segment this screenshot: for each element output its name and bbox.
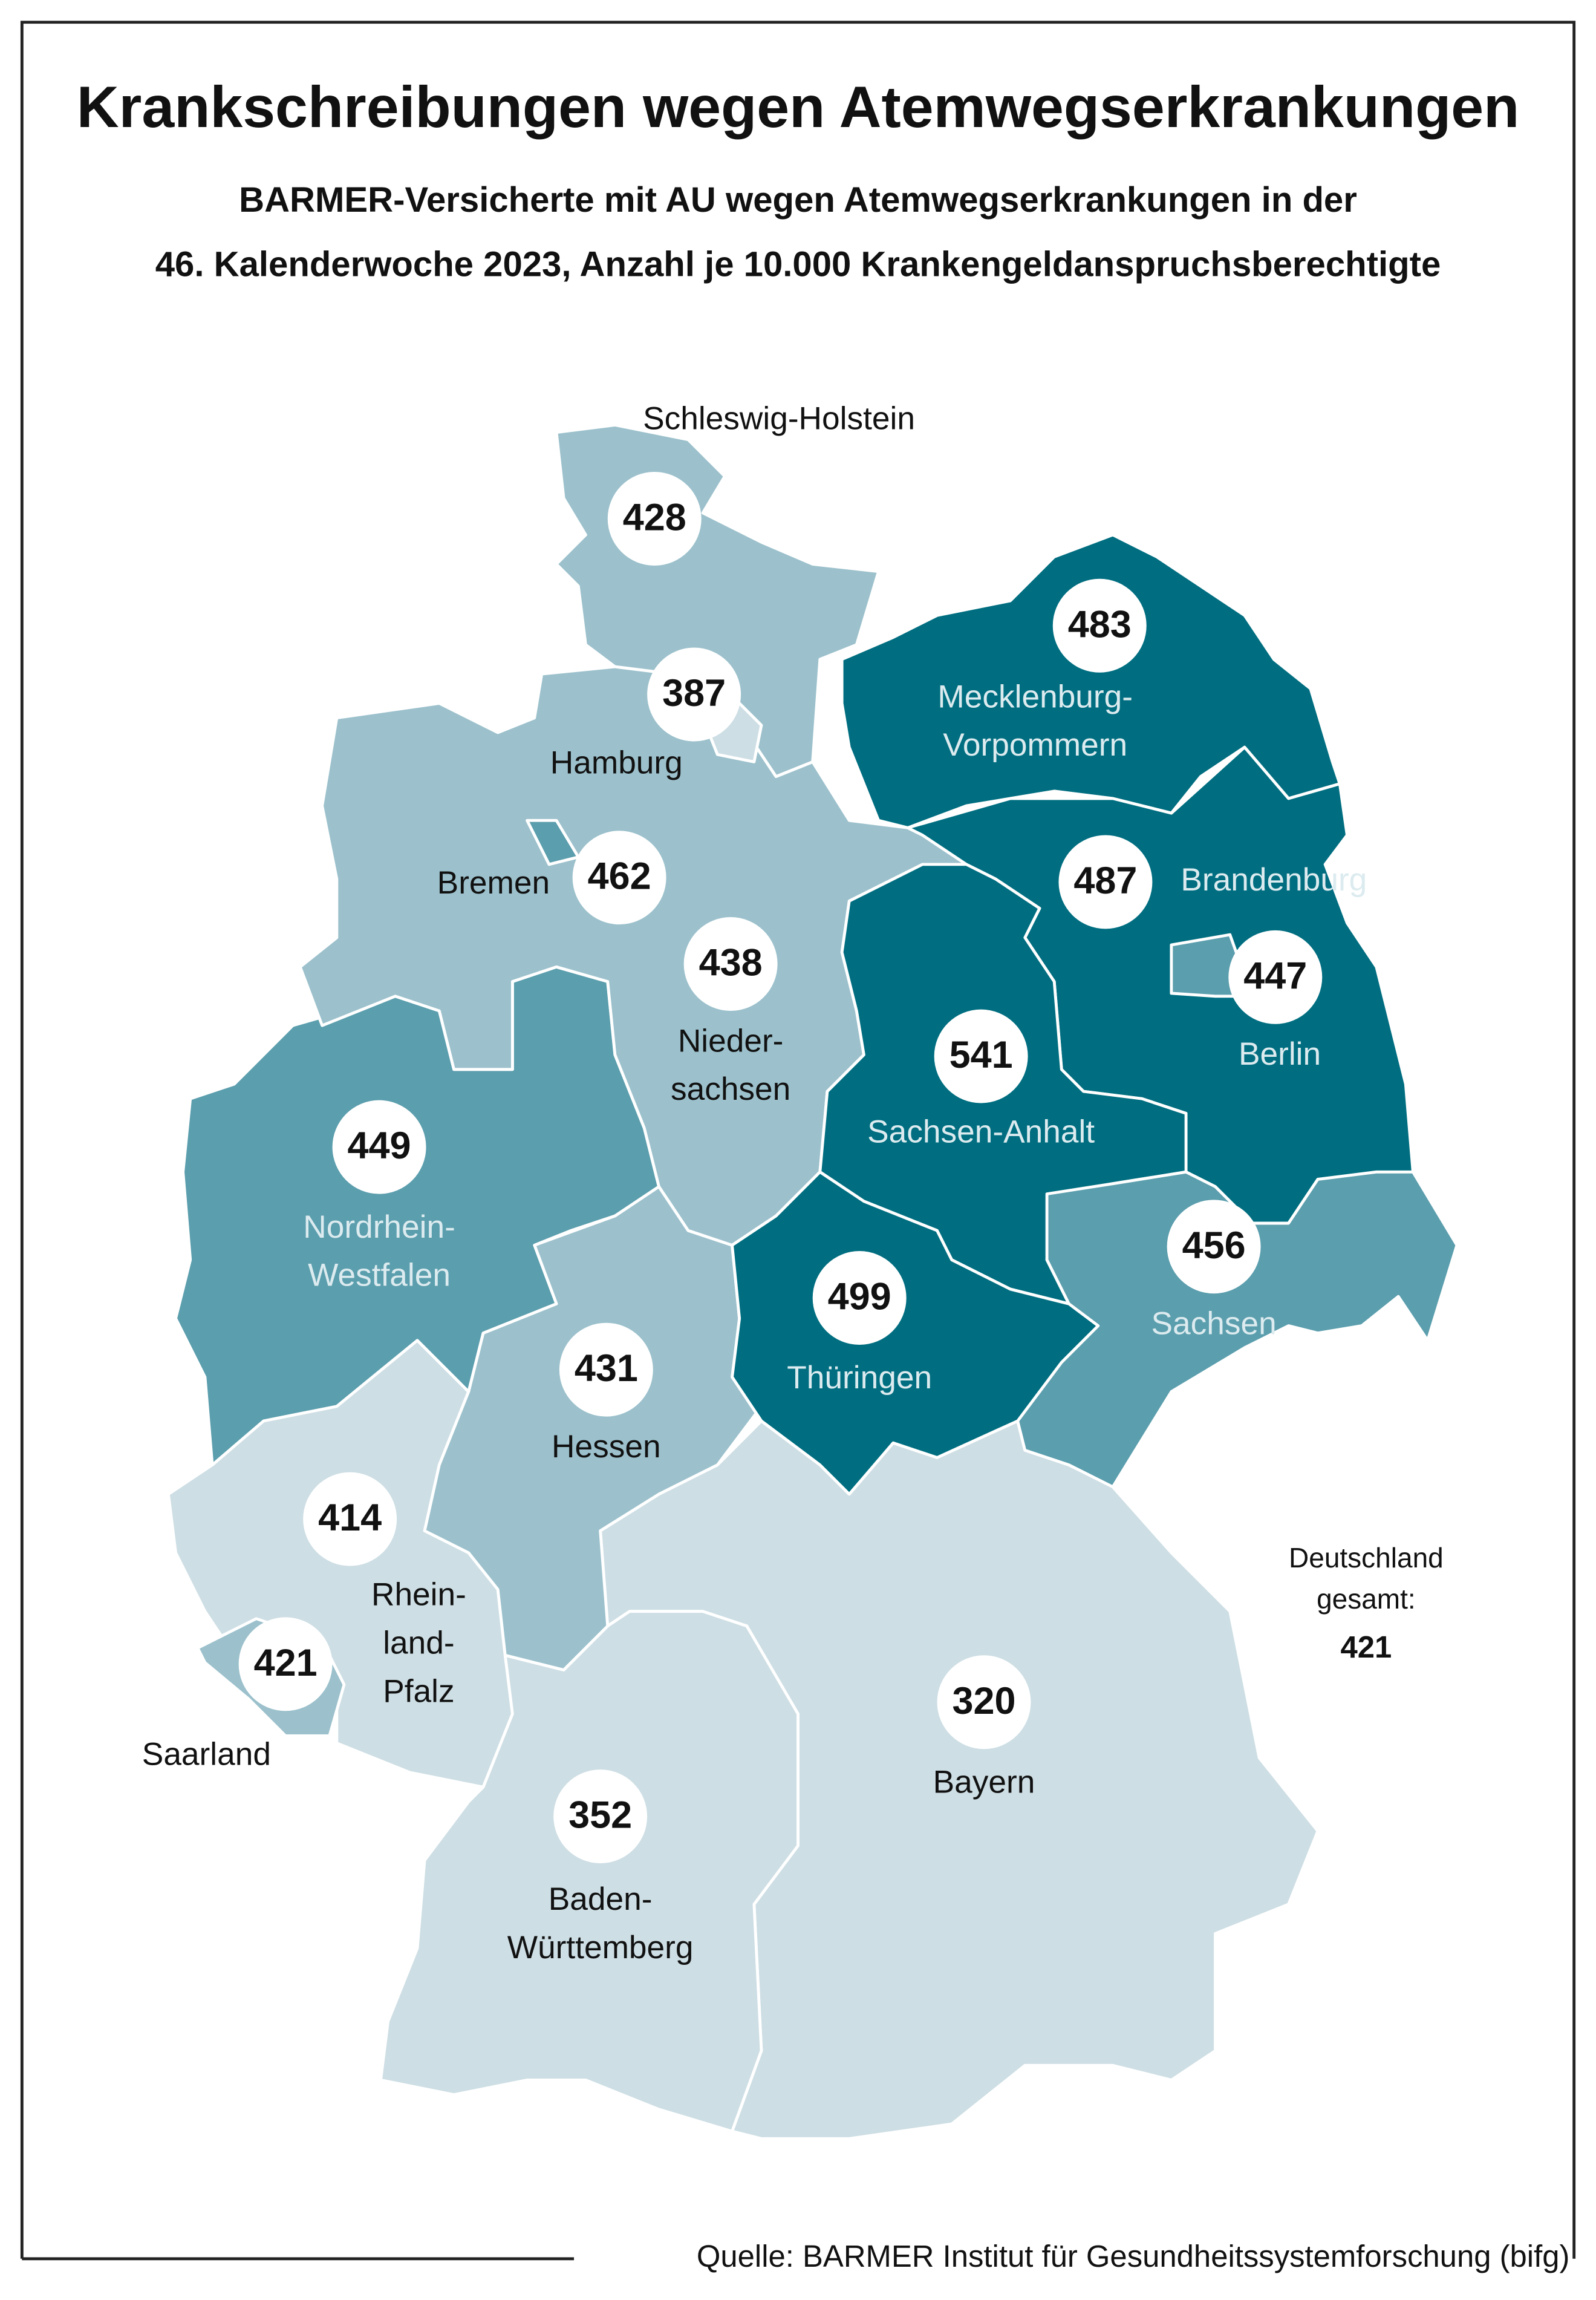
state-label: Nordrhein- <box>303 1209 455 1245</box>
value-bubble <box>238 1617 333 1711</box>
state-label: sachsen <box>671 1071 790 1107</box>
state-value: 421 <box>254 1642 318 1684</box>
state-label: Rhein- <box>371 1576 466 1612</box>
state-label: Baden- <box>549 1881 653 1917</box>
state-label: Vorpommern <box>943 727 1127 763</box>
state-labels: 428 Schleswig-Holstein 387 Hamburg 483 Meckle… <box>142 400 1367 1965</box>
frame <box>20 21 1576 2259</box>
state-label: Pfalz <box>383 1673 454 1709</box>
state-value: 499 <box>828 1276 891 1318</box>
state-value: 438 <box>699 942 763 984</box>
value-bubble <box>559 1322 653 1417</box>
state-label: Westfalen <box>308 1258 451 1293</box>
total-value: 421 <box>1340 1630 1392 1664</box>
state-label: Bremen <box>437 865 550 901</box>
value-bubble <box>332 1100 426 1194</box>
value-bubble <box>303 1472 397 1566</box>
value-bubble <box>607 472 702 566</box>
total-label: gesamt: <box>1317 1583 1416 1615</box>
value-bubble <box>1167 1200 1261 1294</box>
value-bubble <box>812 1251 907 1345</box>
state-label: Brandenburg <box>1181 862 1367 898</box>
value-bubble <box>1228 930 1323 1024</box>
state-label: Sachsen <box>1151 1306 1276 1342</box>
state-label: Schleswig-Holstein <box>643 400 915 436</box>
value-bubble <box>1058 835 1153 929</box>
value-bubble <box>1052 578 1147 673</box>
total-label: Deutschland <box>1289 1542 1444 1573</box>
value-bubble <box>937 1655 1031 1750</box>
state-label: Thüringen <box>787 1360 932 1396</box>
subtitle: BARMER-Versicherte mit AU wegen Atemwegs… <box>239 180 1357 220</box>
state-value: 352 <box>568 1794 632 1837</box>
state-label: Württemberg <box>507 1930 694 1965</box>
state-value: 414 <box>318 1497 382 1539</box>
state-value: 387 <box>662 672 726 714</box>
title: Krankschreibungen wegen Atemwegserkranku… <box>77 74 1519 140</box>
state-label: Hessen <box>552 1429 661 1465</box>
value-bubble <box>934 1009 1028 1103</box>
state-value: 483 <box>1068 603 1132 645</box>
state-value: 320 <box>952 1680 1015 1722</box>
state-label: land- <box>383 1625 454 1661</box>
source: Quelle: BARMER Institut für Gesundheitss… <box>697 2239 1570 2273</box>
subtitle: 46. Kalenderwoche 2023, Anzahl je 10.000… <box>155 244 1441 284</box>
value-bubble <box>647 647 741 742</box>
state-label: Hamburg <box>550 745 683 780</box>
value-bubble <box>553 1769 648 1864</box>
state-label: Nieder- <box>678 1023 784 1059</box>
state-label: Saarland <box>142 1736 271 1772</box>
state-label: Sachsen-Anhalt <box>867 1114 1095 1149</box>
state-value: 487 <box>1073 860 1137 902</box>
state-value: 449 <box>348 1125 411 1167</box>
state-shape <box>379 1610 800 2133</box>
state-value: 428 <box>623 497 686 539</box>
value-bubble <box>572 831 666 925</box>
state-value: 541 <box>949 1034 1013 1076</box>
state-value: 431 <box>575 1347 638 1390</box>
state-value: 456 <box>1182 1224 1246 1267</box>
state-value: 447 <box>1243 955 1307 997</box>
state-label: Berlin <box>1239 1036 1321 1072</box>
state-label: Bayern <box>933 1764 1035 1800</box>
state-value: 462 <box>588 855 651 898</box>
state-shape <box>731 1170 1100 1496</box>
value-bubble <box>683 917 778 1011</box>
state-label: Mecklenburg- <box>937 679 1133 714</box>
